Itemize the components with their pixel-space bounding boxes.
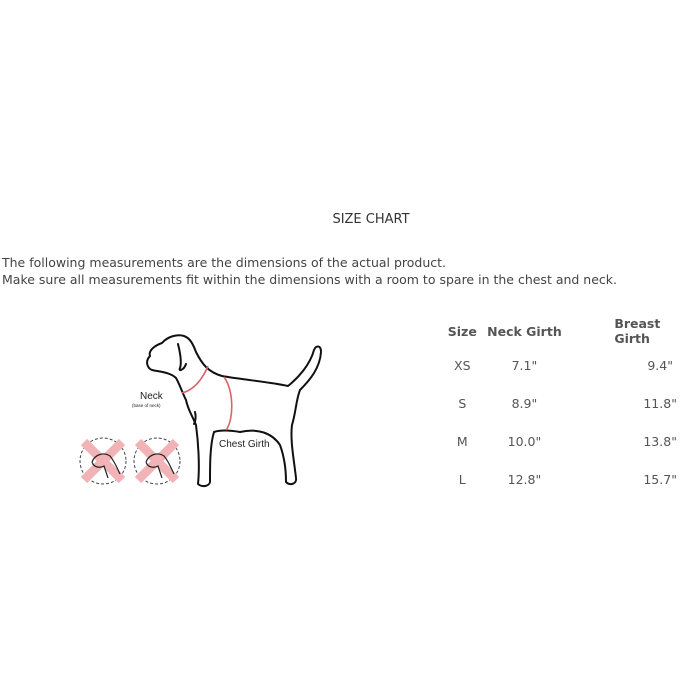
- wrong-fit-icon: [79, 437, 127, 485]
- cell-size: L: [458, 471, 466, 487]
- chest-girth-label: Chest Girth: [219, 439, 270, 450]
- cell-size: M: [456, 433, 468, 449]
- chest-measure-line: [223, 376, 233, 431]
- header-size: Size: [447, 323, 477, 339]
- cell-breast: 11.8": [643, 395, 677, 411]
- cell-size: XS: [454, 357, 471, 373]
- page-title: SIZE CHART: [332, 212, 410, 227]
- neck-label: Neck: [140, 391, 164, 402]
- table-row: XS 7.1" 9.4": [440, 346, 700, 384]
- description: The following measurements are the dimen…: [2, 254, 617, 288]
- dog-measurement-illustration: Neck (base of neck) Chest Girth: [79, 334, 322, 488]
- neck-measure-line: [181, 365, 209, 394]
- cell-neck: 7.1": [511, 357, 538, 373]
- cell-size: S: [458, 395, 467, 411]
- wrong-fit-icon: [133, 437, 181, 485]
- cell-breast: 13.8": [643, 433, 677, 449]
- dog-outline: [146, 334, 322, 488]
- description-line: The following measurements are the dimen…: [2, 255, 447, 270]
- size-table: Size Neck Girth Breast Girth XS 7.1" 9.4" …: [440, 316, 700, 498]
- table-header-row: Size Neck Girth Breast Girth: [440, 316, 700, 346]
- header-neck-girth: Neck Girth: [487, 323, 562, 339]
- cell-breast: 9.4": [647, 357, 673, 373]
- cell-neck: 10.0": [507, 433, 542, 449]
- cell-neck: 12.8": [507, 471, 542, 487]
- cell-neck: 8.9": [511, 395, 538, 411]
- table-row: M 10.0" 13.8": [440, 422, 700, 460]
- description-line: Make sure all measurements fit within th…: [2, 272, 618, 287]
- table-row: S 8.9" 11.8": [440, 384, 700, 422]
- measurement-lines: [181, 365, 233, 431]
- table-row: L 12.8" 15.7": [440, 460, 700, 498]
- cell-breast: 15.7": [643, 471, 677, 487]
- neck-sublabel: (base of neck): [132, 403, 161, 408]
- header-breast-girth: Breast Girth: [614, 316, 661, 346]
